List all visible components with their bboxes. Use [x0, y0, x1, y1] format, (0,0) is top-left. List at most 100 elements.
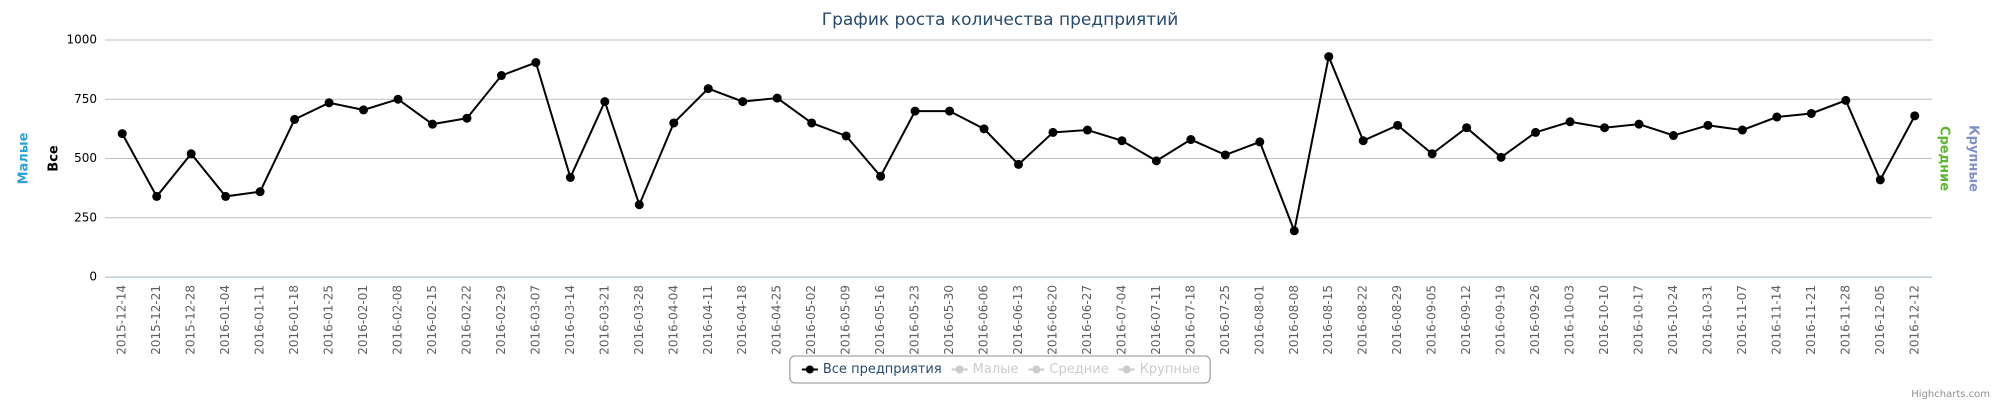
legend-item[interactable]: Крупные [1140, 362, 1200, 377]
x-tick-label: 2016-05-09 [839, 285, 853, 355]
x-tick-label: 2016-01-25 [322, 285, 336, 355]
x-tick-label: 2016-11-14 [1769, 285, 1783, 355]
point [1462, 123, 1472, 133]
y-axis-title: Средние [1937, 126, 1952, 191]
point [290, 114, 300, 124]
x-tick-label: 2016-11-07 [1735, 285, 1749, 355]
point [1117, 136, 1127, 146]
x-tick-label: 2016-05-16 [873, 285, 887, 355]
legend-item[interactable]: Малые [973, 362, 1019, 377]
chart-title: График роста количества предприятий [822, 10, 1179, 30]
point [807, 118, 817, 128]
point [703, 84, 713, 94]
x-tick-label: 2016-05-30 [942, 285, 956, 355]
legend-item[interactable]: Все предприятия [823, 362, 942, 377]
point [1634, 119, 1644, 129]
x-tick-label: 2016-01-11 [253, 285, 267, 355]
x-tick-label: 2016-01-04 [218, 285, 232, 355]
x-tick-label: 2016-02-15 [425, 285, 439, 355]
point [531, 58, 541, 68]
point [427, 119, 437, 129]
x-tick-label: 2016-10-31 [1700, 285, 1714, 355]
x-tick-label: 2016-04-11 [701, 285, 715, 355]
x-tick-label: 2015-12-21 [149, 285, 163, 355]
x-tick-label: 2016-10-10 [1597, 285, 1611, 355]
x-tick-label: 2016-10-24 [1666, 285, 1680, 355]
x-tick-label: 2016-11-28 [1838, 285, 1852, 355]
x-tick-label: 2016-06-13 [1011, 285, 1025, 355]
point [255, 187, 265, 197]
legend-box [789, 355, 1211, 384]
point [1668, 131, 1678, 141]
x-tick-label: 2016-12-05 [1873, 285, 1887, 355]
y-tick-label: 0 [89, 270, 97, 284]
point [910, 106, 920, 116]
point [1531, 127, 1541, 137]
x-tick-label: 2016-11-21 [1804, 285, 1818, 355]
x-tick-label: 2016-09-26 [1528, 285, 1542, 355]
x-tick-label: 2016-10-03 [1563, 285, 1577, 355]
legend-marker [805, 365, 814, 374]
credits[interactable]: Highcharts.com [1911, 389, 1990, 400]
x-tick-label: 2016-03-21 [597, 285, 611, 355]
point [1806, 108, 1816, 118]
point [324, 98, 334, 108]
x-tick-label: 2016-05-02 [804, 285, 818, 355]
point [1151, 156, 1161, 166]
x-tick-label: 2016-09-05 [1425, 285, 1439, 355]
y-axis-title: Все [47, 145, 62, 172]
x-tick-label: 2016-08-22 [1356, 285, 1370, 355]
point [1496, 152, 1506, 162]
point [117, 129, 127, 139]
x-tick-label: 2016-08-15 [1321, 285, 1335, 355]
point [1186, 135, 1196, 145]
point [1565, 117, 1575, 127]
legend-item[interactable]: Средние [1049, 362, 1108, 377]
x-tick-label: 2015-12-28 [184, 285, 198, 355]
x-tick-label: 2016-06-20 [1045, 285, 1059, 355]
x-tick-label: 2016-03-14 [563, 285, 577, 355]
point [1014, 159, 1023, 169]
y-tick-label: 1000 [66, 33, 97, 47]
point [738, 97, 748, 107]
x-tick-label: 2016-08-08 [1287, 285, 1301, 355]
point [565, 172, 575, 182]
x-tick-label: 2016-04-18 [735, 285, 749, 355]
y-tick-label: 500 [74, 151, 97, 165]
point [1082, 125, 1092, 135]
x-tick-label: 2016-07-18 [1183, 285, 1197, 355]
x-tick-label: 2016-09-19 [1494, 285, 1508, 355]
point [1875, 175, 1885, 185]
y-axis-title: Крупные [1966, 125, 1981, 192]
legend-marker [1032, 365, 1041, 374]
x-tick-label: 2016-03-07 [528, 285, 542, 355]
point [462, 113, 472, 123]
x-tick-label: 2015-12-14 [115, 285, 129, 355]
point [1600, 123, 1610, 133]
x-tick-label: 2016-07-11 [1149, 285, 1163, 355]
point [1772, 112, 1782, 122]
point [1703, 120, 1713, 130]
point [221, 191, 231, 201]
point [600, 97, 610, 107]
x-tick-label: 2016-09-12 [1459, 285, 1473, 355]
point [634, 200, 644, 210]
point [186, 149, 196, 159]
x-tick-label: 2016-07-04 [1114, 285, 1128, 355]
x-tick-label: 2016-06-06 [977, 285, 991, 355]
y-axis-title: Малые [17, 132, 32, 184]
line [121, 53, 1916, 235]
point [1255, 137, 1265, 147]
point [979, 124, 989, 134]
point [1324, 52, 1334, 62]
y-tick-label: 750 [74, 92, 97, 106]
x-tick-label: 2016-02-01 [356, 285, 370, 355]
point [393, 94, 403, 104]
x-tick-label: 2016-02-29 [494, 285, 508, 355]
point [359, 105, 369, 115]
point [1220, 150, 1230, 160]
x-tick-label: 2016-03-28 [632, 285, 646, 355]
x-tick-label: 2016-02-22 [459, 285, 473, 355]
legend: Все предприятия Малые Средние Крупные [789, 355, 1211, 384]
